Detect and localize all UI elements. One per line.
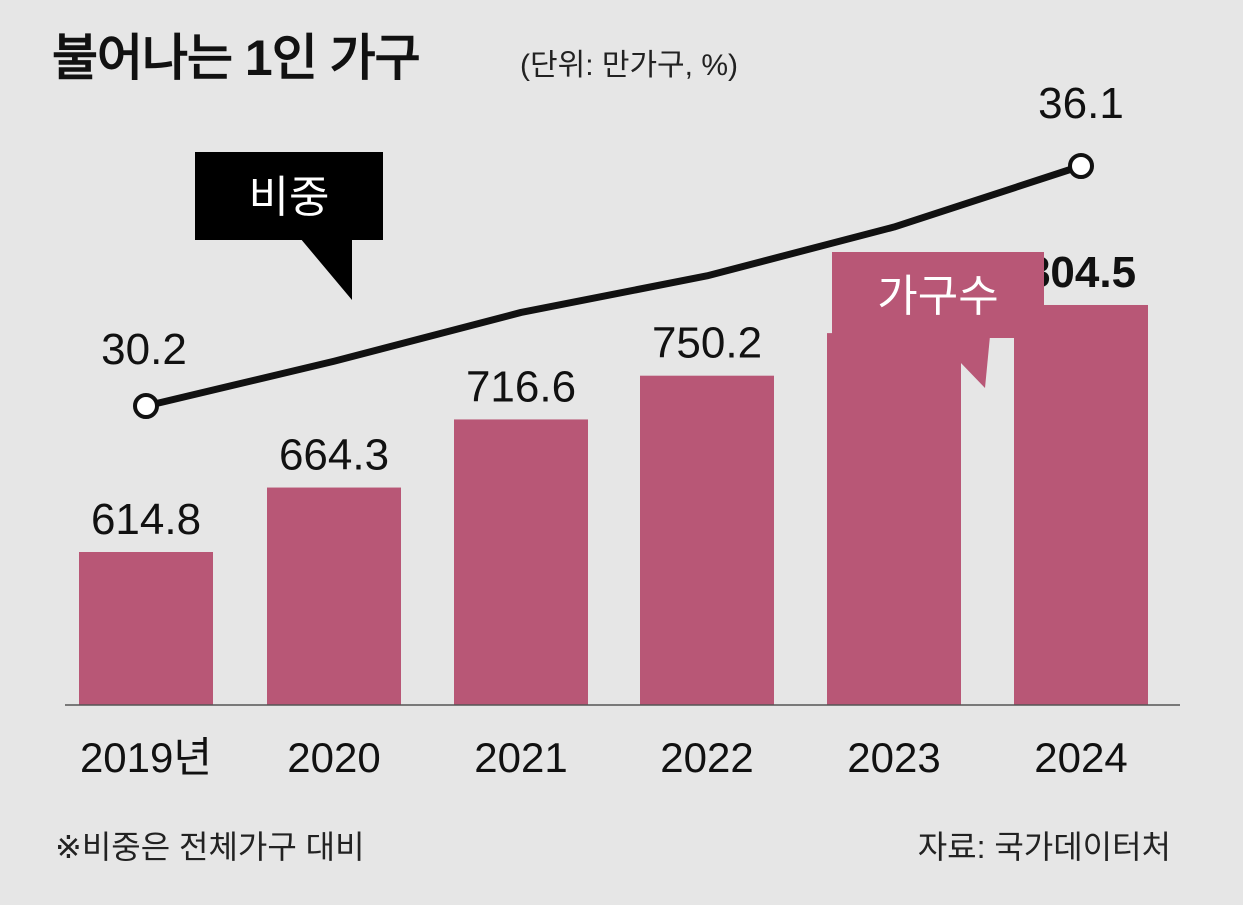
bar-series-tag-tail [935,336,990,388]
footnote: ※비중은 전체가구 대비 [55,829,365,865]
bar-5 [1014,304,1148,705]
x-tick-label-4: 2023 [847,734,940,781]
unit-label: (단위: 만가구, %) [520,49,738,82]
bar-series-tag: 가구수 [832,252,1044,388]
x-tick-label-0: 2019년 [80,734,212,781]
bar-0 [79,552,213,705]
x-tick-label-2: 2021 [474,734,567,781]
x-tick-label-3: 2022 [660,734,753,781]
bar-value-label-0: 614.8 [91,495,201,544]
line-series-tag-box [195,152,383,240]
x-tick-label-5: 2024 [1034,734,1127,781]
line-series-tag-tail [300,238,352,300]
x-tick-label-1: 2020 [287,734,380,781]
line-series-tag: 비중 [195,152,383,300]
bar-value-label-1: 664.3 [279,431,389,480]
line-series-tag-label: 비중 [249,173,330,222]
bar-1 [267,487,401,705]
line-value-label-5: 36.1 [1038,79,1124,128]
bar-series-tag-box [832,252,1044,338]
bar-3 [640,375,774,705]
bar-value-label-5: 804.5 [1026,248,1136,297]
line-marker-0 [133,393,159,419]
line-value-label-0: 30.2 [101,325,187,374]
ratio-line [142,162,1085,410]
bar-4 [827,333,961,705]
chart-title: 불어나는 1인 가구 [52,30,421,86]
bar-value-label-2: 716.6 [466,362,576,411]
source-note: 자료: 국가데이터처 [917,829,1171,865]
line-marker-5 [1068,153,1094,179]
bar-series-tag-label: 가구수 [877,272,998,321]
bar-value-label-3: 750.2 [652,319,762,368]
bar-2 [454,419,588,705]
